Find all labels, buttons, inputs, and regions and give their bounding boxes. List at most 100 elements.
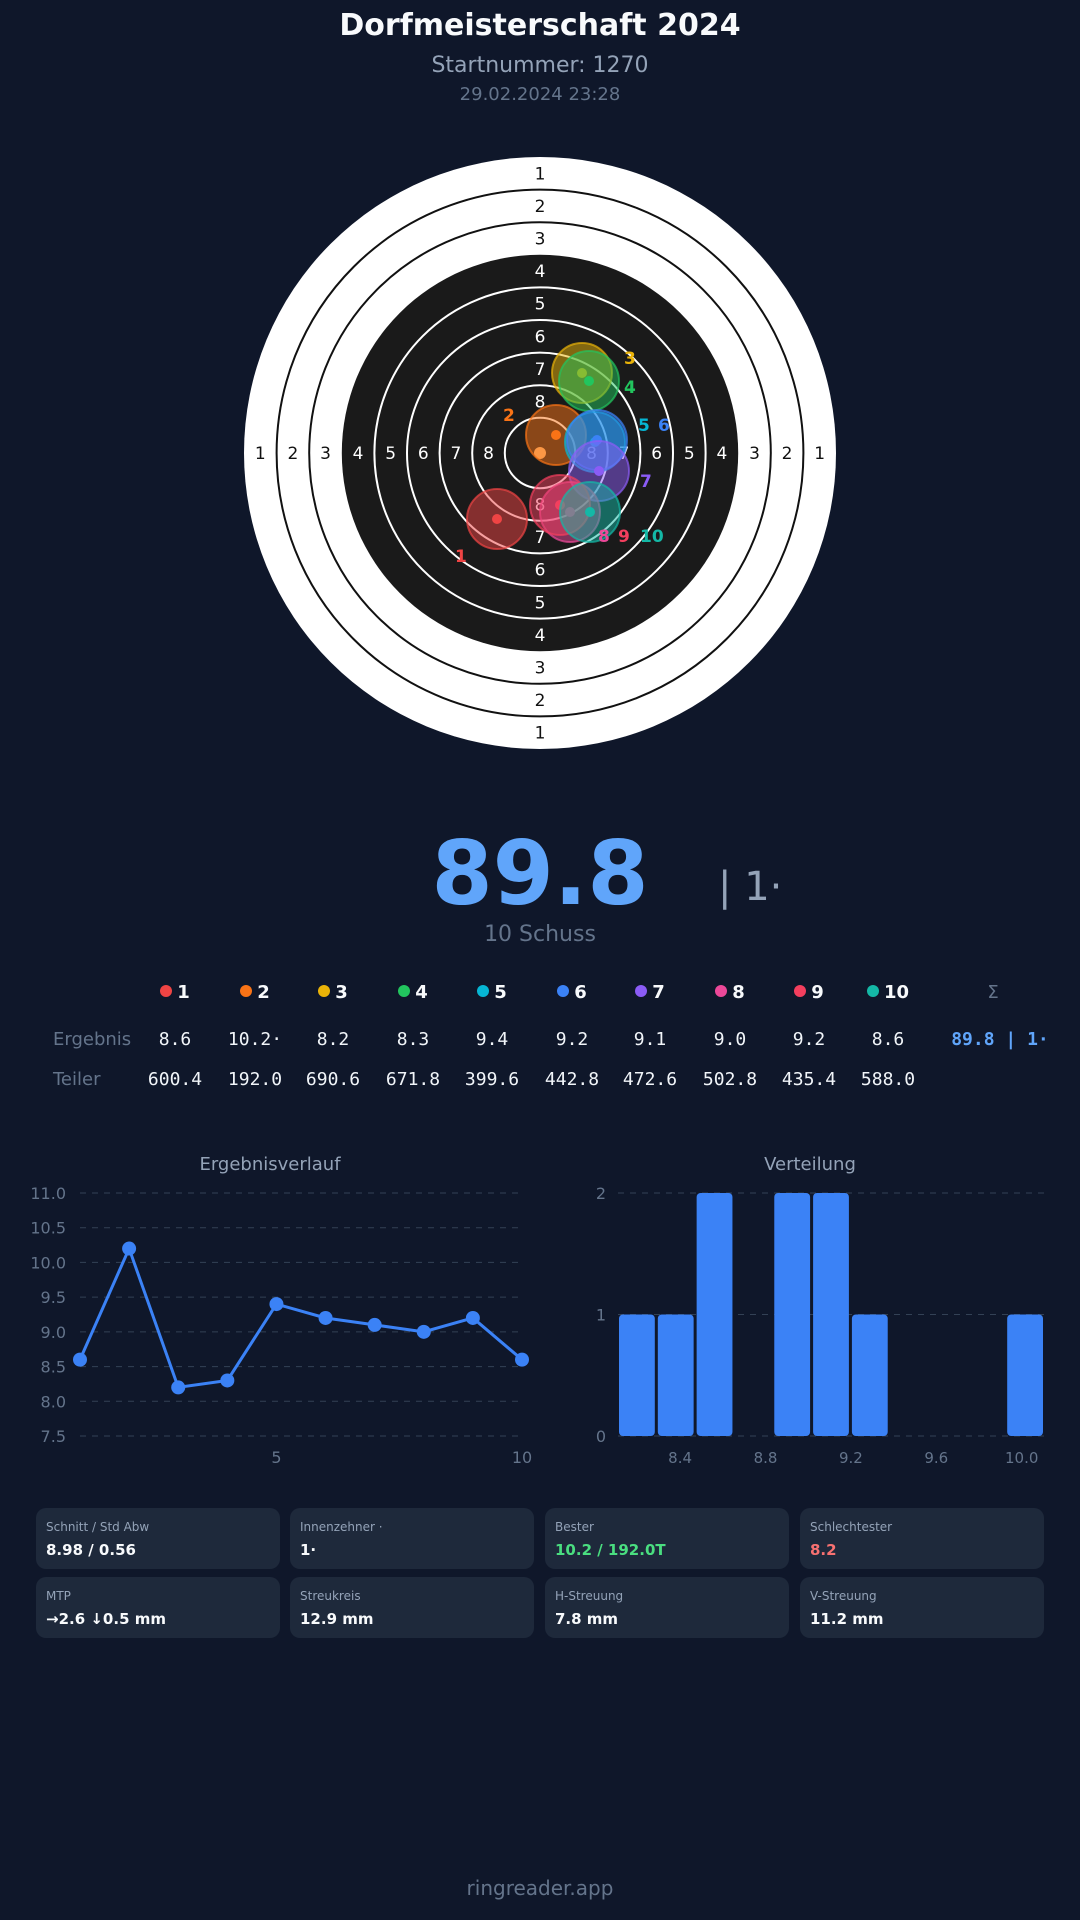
- data-point: [73, 1352, 87, 1367]
- ring-label: 6: [535, 327, 546, 347]
- shot-header-6: 6: [537, 982, 607, 1003]
- ring-3: [308, 221, 772, 685]
- ring-label: 1: [255, 444, 266, 464]
- shot-center-7: [594, 466, 604, 476]
- shot-number: 10: [883, 982, 910, 1003]
- stat-label: Schnitt / Std Abw: [46, 1520, 150, 1534]
- series-line: [78, 1244, 523, 1390]
- stat-label: Innenzehner ·: [300, 1520, 383, 1534]
- ring-label: 2: [535, 691, 546, 711]
- stat-card: H-Streuung 7.8 mm: [545, 1577, 789, 1638]
- start-number: Startnummer: 1270: [431, 53, 649, 78]
- histogram-bar: [774, 1193, 811, 1436]
- shot-header-5: 5: [457, 982, 527, 1003]
- stat-value: 10.2 / 192.0T: [555, 1541, 666, 1559]
- stat-label: V-Streuung: [810, 1589, 877, 1603]
- shot-number: 3: [335, 982, 348, 1003]
- shot-color-dot: [318, 985, 331, 997]
- ring-2: [275, 188, 805, 718]
- stat-value: 8.98 / 0.56: [46, 1541, 136, 1559]
- ring-label: 1: [535, 164, 546, 184]
- shot-label-7: 7: [640, 472, 652, 492]
- shot-label-6: 6: [658, 416, 670, 436]
- ring-label: 5: [385, 444, 396, 464]
- stat-card: MTP →2.6 ↓0.5 mm: [36, 1577, 280, 1638]
- shot-label-2: 2: [503, 406, 515, 426]
- stat-card: V-Streuung 11.2 mm: [800, 1577, 1044, 1638]
- y-tick-label: 7.5: [41, 1427, 66, 1446]
- shot-label-3: 3: [624, 349, 636, 369]
- ring-label: 3: [749, 444, 760, 464]
- shot-count: 10 Schuss: [484, 922, 596, 947]
- ring-label: 8: [483, 444, 494, 464]
- shot-label-8: 8: [598, 527, 610, 547]
- chart-title: Ergebnisverlauf: [199, 1154, 341, 1175]
- teiler-cell: 600.4: [147, 1069, 203, 1090]
- data-point: [220, 1373, 235, 1388]
- teiler-cell: 502.8: [702, 1069, 758, 1090]
- histogram-bar: [696, 1193, 733, 1436]
- ring-label: 5: [535, 593, 546, 613]
- data-point: [465, 1310, 480, 1325]
- datetime: 29.02.2024 23:28: [459, 84, 621, 105]
- teiler-row-label: Teiler: [53, 1069, 101, 1090]
- ring-label: 4: [353, 444, 364, 464]
- stat-card: Schnitt / Std Abw 8.98 / 0.56: [36, 1508, 280, 1569]
- histogram-bar: [813, 1193, 849, 1436]
- ring-label: 1: [814, 444, 825, 464]
- stat-value: →2.6 ↓0.5 mm: [46, 1610, 166, 1628]
- stat-label: Streukreis: [300, 1589, 361, 1603]
- line-chart: Ergebnisverlauf 11.0 10.5 10.0 9.5 9.0 8.5 8.0 7…: [30, 1154, 532, 1467]
- result-cell: 8.2: [316, 1029, 350, 1050]
- shot-number: 2: [257, 982, 270, 1003]
- shot-header-2: 2: [220, 982, 290, 1003]
- shot-label-5: 5: [638, 416, 650, 436]
- ring-7: [438, 351, 642, 555]
- result-cell: 9.1: [633, 1029, 667, 1050]
- shot-color-dot: [715, 985, 728, 997]
- shot-header-7: 7: [615, 982, 685, 1003]
- footer-brand: ringreader.app: [466, 1876, 614, 1900]
- shot-number: 7: [652, 982, 665, 1003]
- shot-color-dot: [635, 985, 648, 997]
- y-tick-label: 10.5: [30, 1219, 66, 1238]
- y-tick-label: 11.0: [30, 1184, 66, 1203]
- x-tick-label: 10.0: [1005, 1449, 1038, 1467]
- ring-label: 4: [535, 262, 546, 282]
- stat-card: Innenzehner · 1·: [290, 1508, 534, 1569]
- stat-label: Bester: [555, 1520, 594, 1534]
- histogram-bar: [851, 1314, 888, 1436]
- page-title: Dorfmeisterschaft 2024: [339, 8, 741, 43]
- shot-header-9: 9: [774, 982, 844, 1003]
- shot-header-4: 4: [378, 982, 448, 1003]
- result-cell: 8.6: [871, 1029, 905, 1050]
- data-point: [269, 1297, 284, 1312]
- shot-number: 9: [811, 982, 824, 1003]
- chart-title: Verteilung: [764, 1154, 856, 1175]
- histogram-bar: [1007, 1314, 1043, 1436]
- result-cell: 8.6: [158, 1029, 192, 1050]
- ring-label: 5: [535, 295, 546, 315]
- shot-number: 5: [494, 982, 507, 1003]
- shot-color-dot: [794, 985, 807, 997]
- ring-label: 8: [535, 393, 546, 413]
- stat-card: Schlechtester 8.2: [800, 1508, 1044, 1569]
- ring-label: 3: [535, 659, 546, 679]
- shot-color-dot: [866, 985, 879, 997]
- y-tick-label: 8.5: [41, 1358, 66, 1377]
- ring-label: 7: [535, 528, 546, 548]
- shot-color-dot: [477, 985, 490, 997]
- stat-card: Bester 10.2 / 192.0T: [545, 1508, 789, 1569]
- shot-center-1: [492, 514, 502, 524]
- ring-label: 1: [535, 724, 546, 744]
- shot-center-4: [584, 376, 594, 386]
- data-point: [515, 1352, 529, 1367]
- sum-header: Σ: [987, 982, 999, 1003]
- ring-5: [373, 286, 707, 620]
- shot-color-dot: [398, 985, 411, 997]
- result-cell: 9.0: [713, 1029, 747, 1050]
- result-cell: 9.2: [555, 1029, 589, 1050]
- teiler-cell: 192.0: [227, 1069, 283, 1090]
- stat-label: H-Streuung: [555, 1589, 624, 1603]
- y-tick-label: 2: [596, 1184, 606, 1203]
